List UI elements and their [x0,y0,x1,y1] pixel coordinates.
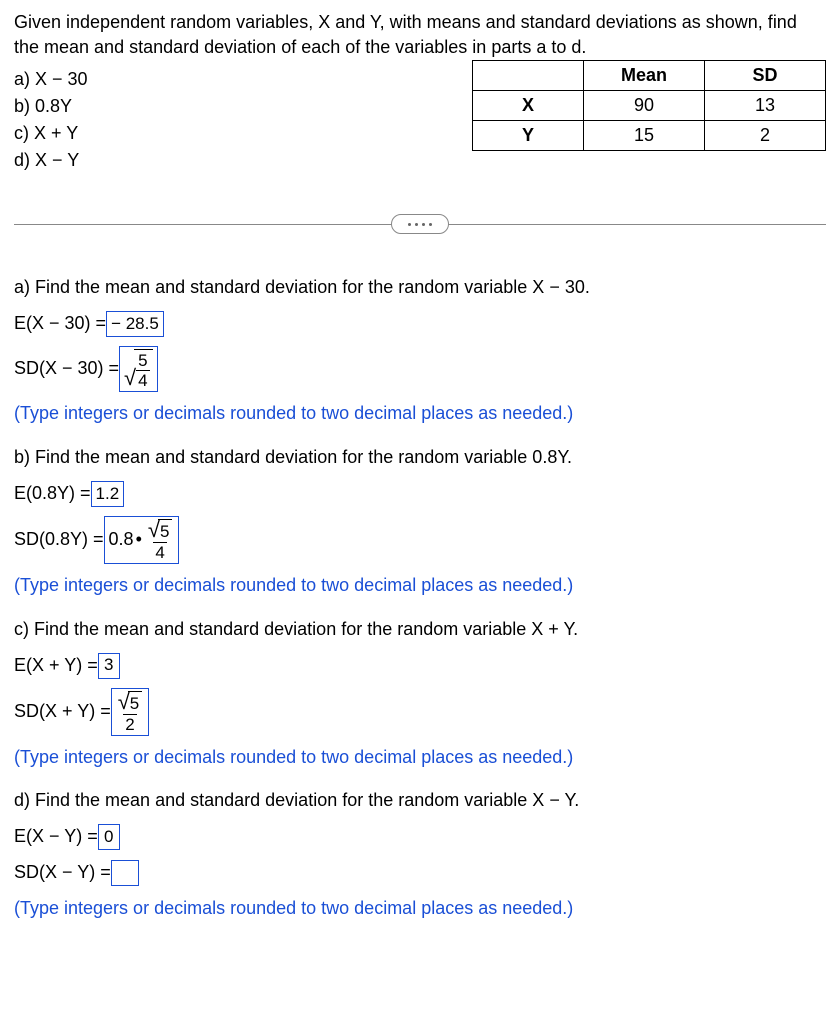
e-c-input[interactable]: 3 [98,653,120,679]
section-divider [14,214,826,234]
part-c-prompt: c) Find the mean and standard deviation … [14,616,826,644]
expand-button[interactable] [391,214,449,234]
header-sd: SD [705,61,826,91]
e-a-label: E(X − 30) = [14,310,106,338]
part-a-prompt: a) Find the mean and standard deviation … [14,274,826,302]
cell-var-y: Y [473,121,584,151]
hint-d: (Type integers or decimals rounded to tw… [14,895,826,923]
ellipsis-icon [408,223,432,226]
sd-a-num: 5 [136,352,149,370]
sd-c-label: SD(X + Y) = [14,698,111,726]
sd-b-label: SD(0.8Y) = [14,526,104,554]
sd-c-sqrt: 5 [128,691,142,713]
cell-sd-y: 2 [705,121,826,151]
sd-d-input[interactable] [111,860,139,886]
dot-icon: • [136,526,142,554]
sd-a-den: 4 [136,370,149,389]
part-c-label: c) X + Y [14,120,462,147]
sd-b-input[interactable]: 0.8 • √ 5 4 [104,516,180,564]
sd-b-coef: 0.8 [109,526,134,554]
sd-c-den: 2 [123,714,136,733]
part-d-label: d) X − Y [14,147,462,174]
hint-b: (Type integers or decimals rounded to tw… [14,572,826,600]
e-c-label: E(X + Y) = [14,652,98,680]
part-a-label: a) X − 30 [14,66,462,93]
table-row: X 90 13 [473,91,826,121]
sd-b-den: 4 [153,542,166,561]
cell-mean-y: 15 [584,121,705,151]
sd-b-sqrt: 5 [158,519,172,541]
header-blank [473,61,584,91]
e-b-input[interactable]: 1.2 [91,481,125,507]
header-mean: Mean [584,61,705,91]
sd-a-label: SD(X − 30) = [14,355,119,383]
part-b-prompt: b) Find the mean and standard deviation … [14,444,826,472]
parts-list: a) X − 30 b) 0.8Y c) X + Y d) X − Y [14,60,462,174]
table-row: Y 15 2 [473,121,826,151]
part-b-label: b) 0.8Y [14,93,462,120]
hint-a: (Type integers or decimals rounded to tw… [14,400,826,428]
stats-table: Mean SD X 90 13 Y 15 2 [472,60,826,151]
table-header-row: Mean SD [473,61,826,91]
e-a-input[interactable]: − 28.5 [106,311,164,337]
e-b-label: E(0.8Y) = [14,480,91,508]
cell-sd-x: 13 [705,91,826,121]
e-d-label: E(X − Y) = [14,823,98,851]
sd-c-input[interactable]: √ 5 2 [111,688,150,736]
e-d-input[interactable]: 0 [98,824,120,850]
part-d-prompt: d) Find the mean and standard deviation … [14,787,826,815]
sd-d-label: SD(X − Y) = [14,859,111,887]
cell-mean-x: 90 [584,91,705,121]
hint-c: (Type integers or decimals rounded to tw… [14,744,826,772]
cell-var-x: X [473,91,584,121]
problem-intro: Given independent random variables, X an… [14,10,826,60]
sd-a-input[interactable]: √ 5 4 [119,346,158,392]
